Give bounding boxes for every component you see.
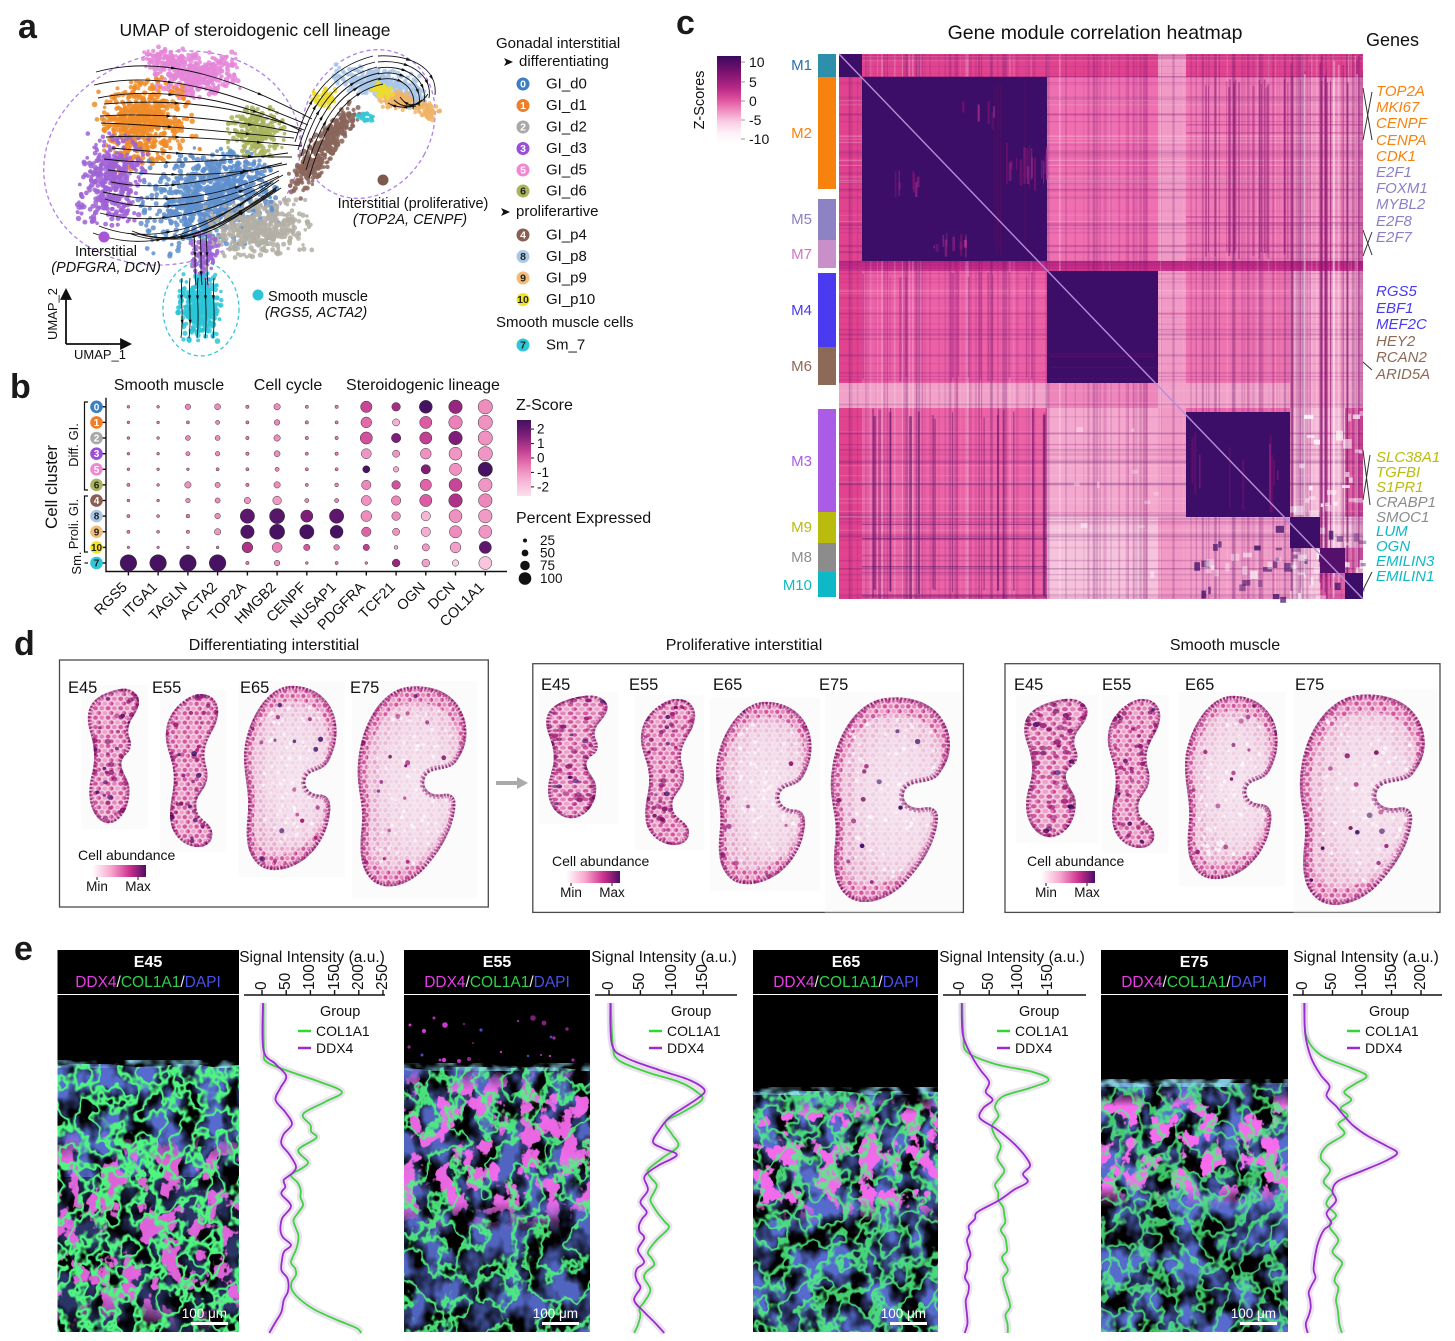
svg-text:(TOP2A, CENPF): (TOP2A, CENPF) bbox=[353, 212, 467, 228]
svg-text:-1: -1 bbox=[537, 465, 549, 480]
svg-text:c: c bbox=[676, 4, 695, 42]
svg-text:Cell cycle: Cell cycle bbox=[254, 377, 323, 394]
svg-text:GI_d0: GI_d0 bbox=[546, 76, 587, 93]
svg-text:0: 0 bbox=[94, 402, 100, 413]
svg-text:UMAP_1: UMAP_1 bbox=[74, 347, 126, 362]
svg-text:0: 0 bbox=[520, 79, 526, 91]
svg-text:GI_d1: GI_d1 bbox=[546, 97, 587, 114]
svg-text:Gene module correlation heatma: Gene module correlation heatmap bbox=[948, 22, 1243, 44]
svg-text:5: 5 bbox=[520, 165, 526, 177]
svg-text:8: 8 bbox=[520, 251, 526, 263]
svg-text:GI_d5: GI_d5 bbox=[546, 162, 587, 179]
svg-text:1: 1 bbox=[537, 436, 545, 451]
svg-text:M7: M7 bbox=[791, 246, 812, 263]
svg-text:Smooth muscle cells: Smooth muscle cells bbox=[496, 314, 634, 331]
svg-text:Smooth muscle: Smooth muscle bbox=[114, 377, 224, 394]
svg-text:0: 0 bbox=[749, 93, 757, 109]
svg-text:Interstitial: Interstitial bbox=[75, 244, 137, 260]
svg-text:-10: -10 bbox=[749, 131, 769, 147]
svg-text:0: 0 bbox=[537, 451, 545, 466]
svg-text:1: 1 bbox=[94, 418, 100, 429]
svg-text:-5: -5 bbox=[749, 112, 762, 128]
svg-text:b: b bbox=[10, 368, 31, 406]
svg-text:Percent Expressed: Percent Expressed bbox=[516, 510, 651, 527]
svg-text:M10: M10 bbox=[783, 577, 812, 594]
svg-text:(PDFGRA, DCN): (PDFGRA, DCN) bbox=[51, 260, 161, 276]
svg-text:(RGS5, ACTA2): (RGS5, ACTA2) bbox=[265, 305, 367, 321]
svg-text:5: 5 bbox=[749, 74, 757, 90]
svg-text:3: 3 bbox=[520, 143, 526, 155]
svg-text:7: 7 bbox=[520, 340, 526, 352]
svg-text:2: 2 bbox=[520, 122, 526, 134]
svg-text:GI_d3: GI_d3 bbox=[546, 140, 587, 157]
svg-text:10: 10 bbox=[91, 543, 103, 554]
svg-text:M2: M2 bbox=[791, 125, 812, 142]
svg-text:UMAP_2: UMAP_2 bbox=[45, 288, 60, 340]
svg-text:Sm.: Sm. bbox=[69, 551, 84, 574]
svg-text:Diff. GI.: Diff. GI. bbox=[66, 423, 81, 467]
svg-text:Z-Score: Z-Score bbox=[516, 397, 573, 414]
svg-text:10: 10 bbox=[749, 54, 765, 70]
svg-text:GI_p10: GI_p10 bbox=[546, 291, 595, 308]
svg-text:UMAP of steroidogenic cell lin: UMAP of steroidogenic cell lineage bbox=[119, 20, 390, 40]
svg-text:2: 2 bbox=[94, 434, 100, 445]
svg-text:2: 2 bbox=[537, 422, 545, 437]
svg-text:6: 6 bbox=[520, 186, 526, 198]
svg-text:6: 6 bbox=[94, 480, 100, 491]
svg-text:9: 9 bbox=[520, 273, 526, 285]
svg-text:proliferartive: proliferartive bbox=[516, 203, 599, 220]
svg-text:M4: M4 bbox=[791, 302, 812, 319]
svg-text:5: 5 bbox=[94, 465, 100, 476]
svg-text:10: 10 bbox=[517, 294, 529, 306]
svg-text:Proli. GI.: Proli. GI. bbox=[66, 499, 81, 550]
svg-text:GI_d6: GI_d6 bbox=[546, 183, 587, 200]
svg-text:3: 3 bbox=[94, 449, 100, 460]
svg-text:e: e bbox=[14, 930, 33, 968]
svg-text:100: 100 bbox=[540, 571, 563, 586]
svg-text:Genes: Genes bbox=[1366, 30, 1419, 50]
svg-text:a: a bbox=[18, 8, 38, 46]
svg-text:M8: M8 bbox=[791, 549, 812, 566]
svg-text:GI_p8: GI_p8 bbox=[546, 248, 587, 265]
svg-text:d: d bbox=[14, 625, 35, 663]
svg-text:M6: M6 bbox=[791, 358, 812, 375]
svg-text:-2: -2 bbox=[537, 479, 549, 494]
svg-text:Cell cluster: Cell cluster bbox=[42, 445, 61, 529]
svg-text:4: 4 bbox=[94, 496, 100, 507]
svg-text:GI_d2: GI_d2 bbox=[546, 119, 587, 136]
svg-text:M9: M9 bbox=[791, 519, 812, 536]
svg-text:Interstitial (proliferative): Interstitial (proliferative) bbox=[338, 196, 489, 212]
svg-text:Gonadal interstitial: Gonadal interstitial bbox=[496, 35, 620, 52]
svg-text:Steroidogenic lineage: Steroidogenic lineage bbox=[346, 377, 500, 394]
svg-text:M5: M5 bbox=[791, 211, 812, 228]
svg-text:M1: M1 bbox=[791, 57, 812, 74]
svg-text:4: 4 bbox=[520, 230, 526, 242]
svg-text:GI_p4: GI_p4 bbox=[546, 227, 587, 244]
svg-text:Sm_7: Sm_7 bbox=[546, 337, 585, 354]
svg-text:Smooth muscle: Smooth muscle bbox=[268, 289, 368, 305]
svg-text:9: 9 bbox=[94, 527, 100, 538]
svg-text:M3: M3 bbox=[791, 453, 812, 470]
svg-text:8: 8 bbox=[94, 512, 100, 523]
svg-text:GI_p9: GI_p9 bbox=[546, 270, 587, 287]
svg-text:Z-Scores: Z-Scores bbox=[692, 71, 708, 130]
svg-text:7: 7 bbox=[94, 559, 100, 570]
svg-text:1: 1 bbox=[520, 100, 526, 112]
svg-text:differentiating: differentiating bbox=[519, 53, 609, 70]
